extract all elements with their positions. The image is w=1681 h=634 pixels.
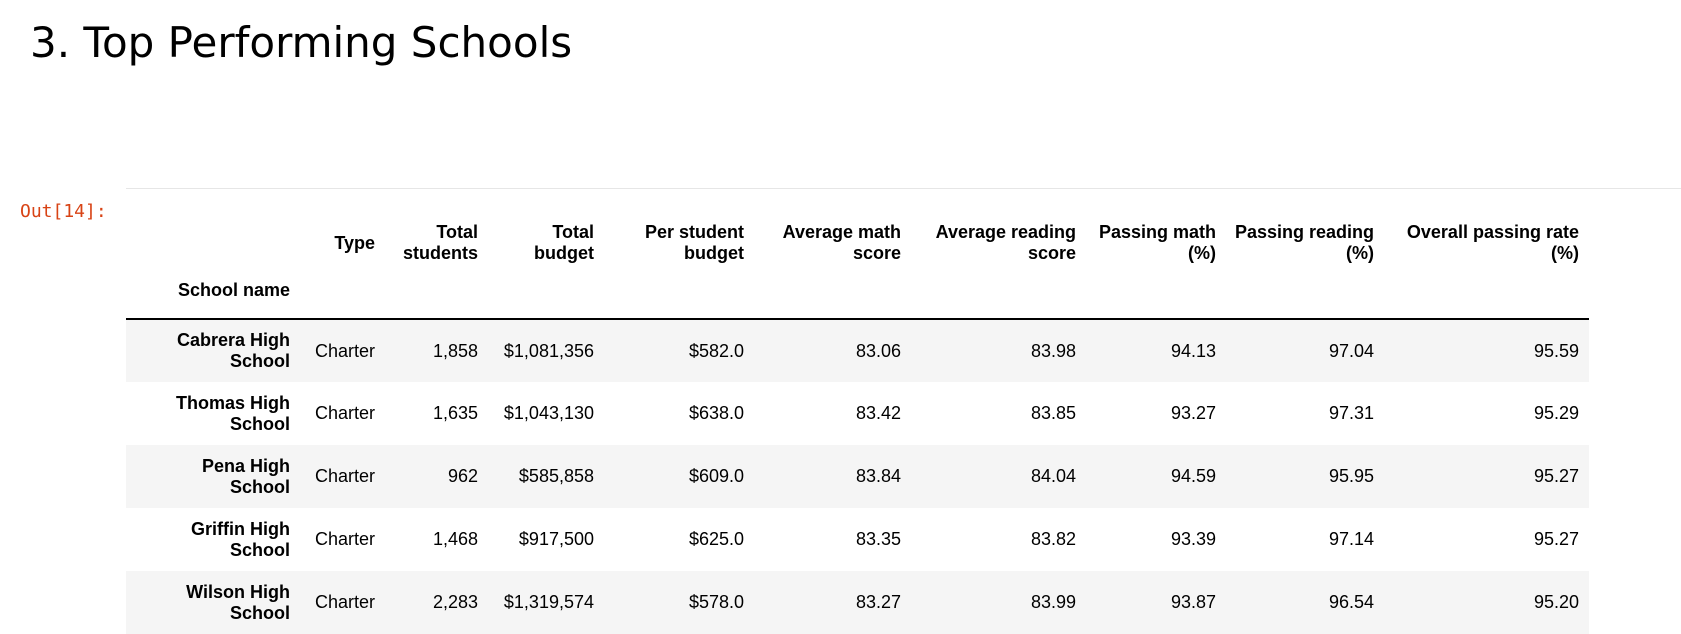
cell-average-math-score: 83.84 <box>855 466 901 486</box>
table-row: Griffin High School Charter 1,468 $917,5… <box>126 508 1589 571</box>
cell-total-students: 1,468 <box>432 529 478 549</box>
column-header-label: Per student <box>644 222 744 242</box>
school-name-line: School <box>229 539 290 560</box>
cell-total-budget: $1,319,574 <box>503 592 594 612</box>
cell-total-budget: $585,858 <box>518 466 594 486</box>
cell-average-math-score: 83.27 <box>855 592 901 612</box>
cell-total-students: 1,635 <box>432 403 478 423</box>
column-header-label: Type <box>334 232 375 253</box>
cell-overall-passing-rate: 95.27 <box>1533 466 1579 486</box>
column-header-overall-passing-rate: Overall passing rate (%) <box>1384 220 1589 266</box>
cell-passing-math: 93.87 <box>1170 592 1216 612</box>
table-row: Wilson High School Charter 2,283 $1,319,… <box>126 571 1589 634</box>
column-header-label: Total <box>552 222 594 242</box>
school-name-line: School <box>229 602 290 623</box>
cell-type: Charter <box>314 403 375 423</box>
column-header-per-student-budget: Per student budget <box>604 220 754 266</box>
table-row: Thomas High School Charter 1,635 $1,043,… <box>126 382 1589 445</box>
cell-per-student-budget: $582.0 <box>688 340 744 361</box>
cell-passing-reading: 97.31 <box>1328 403 1374 423</box>
column-header-passing-reading: Passing reading (%) <box>1226 220 1384 266</box>
row-index-school-name: Wilson High School <box>126 571 300 634</box>
cell-per-student-budget: $609.0 <box>688 466 744 486</box>
column-header-average-reading-score: Average reading score <box>911 220 1086 266</box>
cell-per-student-budget: $625.0 <box>688 529 744 549</box>
column-header-label: (%) <box>1551 243 1579 263</box>
school-name-line: Pena High <box>201 455 290 476</box>
column-header-label: (%) <box>1346 243 1374 263</box>
column-header-total-students: Total students <box>385 220 488 266</box>
cell-average-reading-score: 83.99 <box>1030 592 1076 612</box>
index-header-blank <box>126 220 300 266</box>
cell-passing-reading: 96.54 <box>1328 592 1374 612</box>
column-header-label: Passing math <box>1098 222 1216 242</box>
school-name-line: School <box>229 351 290 371</box>
cell-passing-math: 93.39 <box>1170 529 1216 549</box>
index-name-header: School name <box>177 279 290 300</box>
cell-average-math-score: 83.42 <box>855 403 901 423</box>
school-name-line: Cabrera High <box>176 330 290 350</box>
cell-type: Charter <box>314 529 375 549</box>
school-name-line: School <box>229 413 290 434</box>
column-header-label: score <box>1027 243 1076 263</box>
cell-overall-passing-rate: 95.59 <box>1533 340 1579 361</box>
cell-passing-math: 94.13 <box>1170 340 1216 361</box>
column-header-label: budget <box>684 243 744 263</box>
cell-total-students: 1,858 <box>432 340 478 361</box>
column-header-type: Type <box>300 220 385 266</box>
cell-total-budget: $1,081,356 <box>503 340 594 361</box>
row-index-school-name: Thomas High School <box>126 382 300 445</box>
cell-passing-math: 94.59 <box>1170 466 1216 486</box>
cell-average-reading-score: 83.98 <box>1030 340 1076 361</box>
cell-total-budget: $917,500 <box>518 529 594 549</box>
cell-overall-passing-rate: 95.29 <box>1533 403 1579 423</box>
output-prompt: Out[14]: <box>20 201 107 222</box>
cell-type: Charter <box>314 466 375 486</box>
cell-per-student-budget: $578.0 <box>688 592 744 612</box>
column-header-label: Overall passing rate <box>1406 222 1579 242</box>
cell-overall-passing-rate: 95.20 <box>1533 592 1579 612</box>
column-header-label: score <box>852 243 901 263</box>
cell-average-reading-score: 83.85 <box>1030 403 1076 423</box>
column-header-average-math-score: Average math score <box>754 220 911 266</box>
slide-title: 3. Top Performing Schools <box>30 18 573 67</box>
cell-passing-reading: 97.04 <box>1328 340 1374 361</box>
cell-average-reading-score: 83.82 <box>1030 529 1076 549</box>
dataframe-table: Type Total students Total budget Per stu… <box>126 220 1589 634</box>
cell-average-math-score: 83.06 <box>855 340 901 361</box>
row-index-school-name: Pena High School <box>126 445 300 508</box>
cell-total-students: 2,283 <box>432 592 478 612</box>
column-header-label: budget <box>534 243 594 263</box>
school-name-line: Thomas High <box>175 392 290 413</box>
cell-passing-reading: 95.95 <box>1328 466 1374 486</box>
row-index-school-name: Griffin High School <box>126 508 300 571</box>
output-cell-border <box>126 188 1681 189</box>
cell-passing-reading: 97.14 <box>1328 529 1374 549</box>
column-header-passing-math: Passing math (%) <box>1086 220 1226 266</box>
cell-type: Charter <box>314 592 375 612</box>
school-name-line: Wilson High <box>186 581 290 602</box>
cell-type: Charter <box>314 340 375 361</box>
cell-per-student-budget: $638.0 <box>688 403 744 423</box>
column-header-total-budget: Total budget <box>488 220 604 266</box>
column-header-label: (%) <box>1188 243 1216 263</box>
table-row: Pena High School Charter 962 $585,858 $6… <box>126 445 1589 508</box>
school-name-line: Griffin High <box>191 518 290 539</box>
column-header-label: Average math <box>782 222 901 242</box>
cell-average-reading-score: 84.04 <box>1030 466 1076 486</box>
column-header-label: Passing reading <box>1234 222 1374 242</box>
cell-total-budget: $1,043,130 <box>503 403 594 423</box>
column-header-row: Type Total students Total budget Per stu… <box>126 220 1589 266</box>
cell-total-students: 962 <box>447 466 478 486</box>
school-name-line: School <box>229 476 290 497</box>
column-header-label: Total <box>436 222 478 242</box>
index-name-row: School name <box>126 266 1589 319</box>
table-row: Cabrera High School Charter 1,858 $1,081… <box>126 319 1589 382</box>
cell-average-math-score: 83.35 <box>855 529 901 549</box>
column-header-label: Average reading <box>935 222 1076 242</box>
cell-overall-passing-rate: 95.27 <box>1533 529 1579 549</box>
column-header-label: students <box>402 243 478 263</box>
cell-passing-math: 93.27 <box>1170 403 1216 423</box>
row-index-school-name: Cabrera High School <box>126 319 300 382</box>
